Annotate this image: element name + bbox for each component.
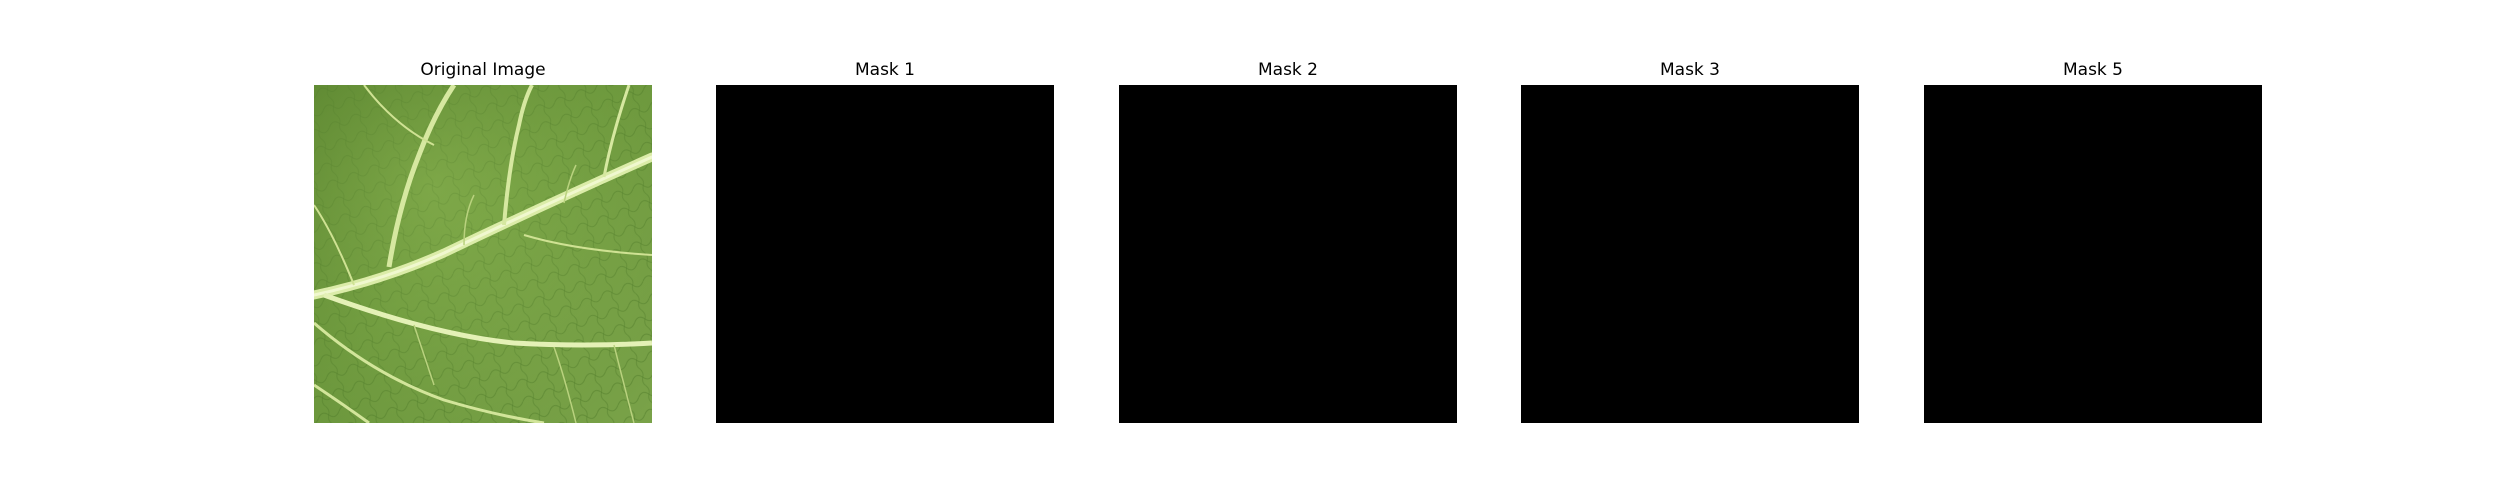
panel-title-mask-3: Mask 3 — [1659, 60, 1720, 80]
leaf-photo — [314, 85, 652, 423]
panel-title-original: Original Image — [420, 60, 546, 80]
mask-1-panel: Mask 1 — [716, 0, 1054, 500]
mask-3-image — [1521, 85, 1859, 423]
mask-5-panel: Mask 5 — [1924, 0, 2262, 500]
panel-title-mask-2: Mask 2 — [1257, 60, 1318, 80]
original-image-panel: Original Image — [314, 0, 652, 500]
mask-5-image — [1924, 85, 2262, 423]
mask-2-image — [1119, 85, 1457, 423]
panel-title-mask-5: Mask 5 — [2062, 60, 2123, 80]
mask-1-image — [716, 85, 1054, 423]
mask-2-panel: Mask 2 — [1119, 0, 1457, 500]
panel-title-mask-1: Mask 1 — [854, 60, 915, 80]
mask-3-panel: Mask 3 — [1521, 0, 1859, 500]
leaf-illustration — [314, 85, 652, 423]
